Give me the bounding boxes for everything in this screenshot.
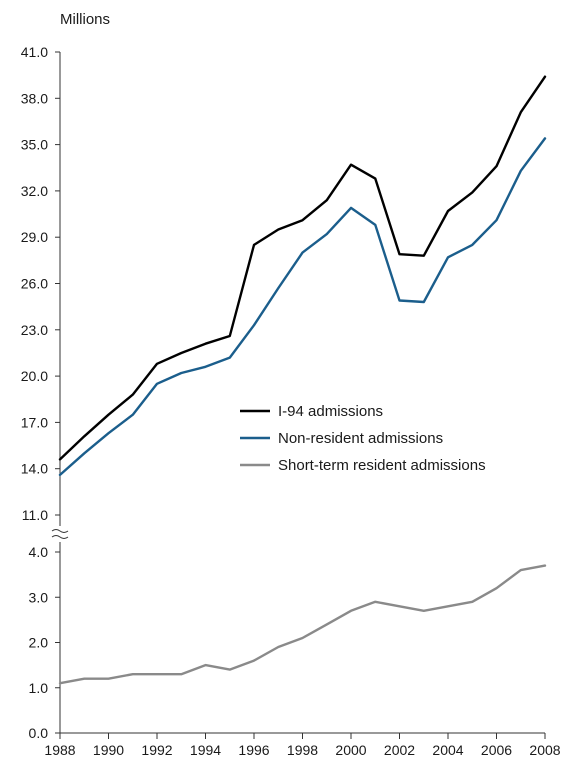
- y-tick-label: 0.0: [29, 725, 49, 741]
- x-tick-label: 2002: [384, 742, 415, 758]
- axis-break-mark: [51, 529, 69, 533]
- y-tick-label: 35.0: [21, 137, 48, 153]
- x-tick-label: 2004: [432, 742, 463, 758]
- y-unit-label: Millions: [60, 11, 110, 28]
- y-tick-label: 29.0: [21, 229, 48, 245]
- series-line: [58, 137, 547, 477]
- y-tick-label: 3.0: [29, 589, 49, 605]
- x-tick-label: 1988: [44, 742, 75, 758]
- legend-label: Non-resident admissions: [278, 430, 443, 447]
- y-tick-label: 11.0: [22, 507, 48, 523]
- y-tick-label: 38.0: [21, 90, 48, 106]
- y-tick-label: 26.0: [21, 276, 48, 292]
- x-tick-label: 2008: [529, 742, 560, 758]
- legend: I-94 admissions Non-resident admissions Sh…: [240, 403, 486, 474]
- y-tick-label: 20.0: [21, 368, 48, 384]
- x-tick-label: 1990: [93, 742, 124, 758]
- y-tick-label: 1.0: [29, 680, 49, 696]
- x-tick-label: 1996: [238, 742, 269, 758]
- series-line: [58, 75, 547, 461]
- series-line: [58, 564, 547, 685]
- y-tick-label: 4.0: [29, 544, 49, 560]
- y-tick-label: 14.0: [21, 461, 48, 477]
- legend-label: Short-term resident admissions: [278, 457, 486, 474]
- legend-label: I-94 admissions: [278, 403, 383, 420]
- x-tick-label: 2006: [481, 742, 512, 758]
- axis-break-mark: [51, 535, 69, 539]
- axis-ticks: 11.0 14.0 17.0 20.0 23.0 26.0 29.0 32.0 35.0 38.0…: [21, 44, 561, 758]
- axes: [51, 52, 545, 734]
- y-tick-label: 41.0: [21, 44, 48, 60]
- y-tick-label: 32.0: [21, 183, 48, 199]
- x-tick-label: 2000: [335, 742, 366, 758]
- x-tick-label: 1992: [141, 742, 172, 758]
- y-tick-label: 23.0: [21, 322, 48, 338]
- y-tick-label: 2.0: [29, 635, 49, 651]
- y-tick-label: 17.0: [21, 414, 48, 430]
- series-lines: [58, 75, 547, 685]
- x-tick-label: 1998: [287, 742, 318, 758]
- x-tick-label: 1994: [190, 742, 221, 758]
